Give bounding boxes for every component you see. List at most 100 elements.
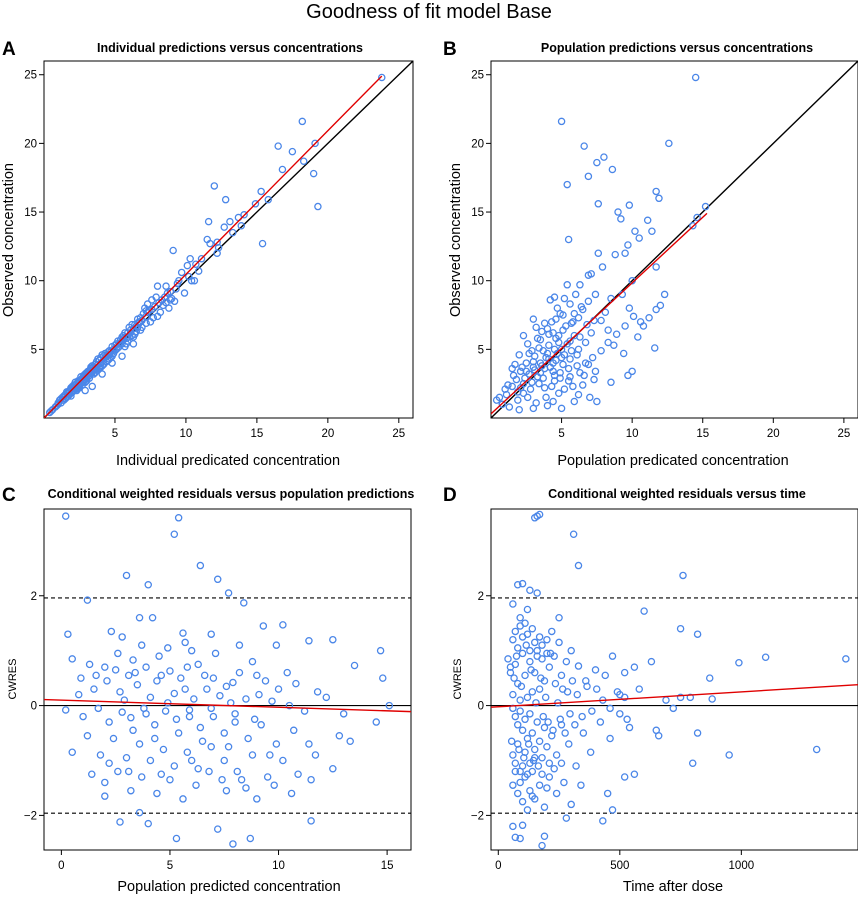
panel-d-y-axis-label: CWRES (452, 659, 464, 700)
panel-a-data-point (162, 282, 170, 290)
panel-d-data-point (538, 841, 546, 850)
panel-a-y-tick-label: 25 (24, 70, 37, 82)
panel-c-data-point (83, 596, 92, 604)
panel-b-data-point (652, 305, 660, 314)
panel-c-data-point (240, 599, 248, 607)
panel-a-data-point (109, 349, 118, 358)
panel-b-y-tick-label: 25 (471, 70, 484, 82)
panel-d-data-point (530, 753, 539, 762)
panel-a-data-point (169, 246, 177, 255)
panel-a-data-point (99, 352, 108, 360)
panel-c-data-point (292, 679, 300, 688)
panel-c-data-point (307, 817, 315, 825)
panel-b-data-point (562, 322, 570, 330)
panel-c-data-point (181, 685, 189, 693)
panel-d-data-point (599, 817, 607, 825)
panel-d-data-point (518, 579, 527, 588)
panel-c-data-point (235, 641, 244, 649)
panel-c-data-point (83, 732, 92, 740)
panel-d-data-point (705, 674, 714, 682)
panel-b-data-point (515, 351, 523, 359)
panel-d-data-point (511, 759, 520, 767)
panel-a-data-point (115, 340, 123, 348)
panel-c-data-point (142, 710, 150, 718)
panel-b-data-point (555, 331, 563, 340)
panel-a-data-point (173, 279, 182, 288)
panel-b-data-point (555, 389, 563, 398)
panel-a-x-tick-label: 5 (112, 428, 118, 440)
panel-b-data-point (591, 367, 600, 376)
panel-b-marks: 5 10 15 20 25 5 10 15 20 25 (471, 61, 858, 440)
panel-b-data-point (629, 312, 638, 321)
panel-d-data-point (509, 635, 517, 644)
panel-b-data-point (594, 249, 603, 257)
panel-c-data-point (122, 753, 131, 762)
panel-a-data-point (177, 268, 186, 277)
panel-a-data-point (170, 297, 179, 306)
panel-d-fit-line (491, 684, 858, 708)
panel-d-data-point (557, 671, 566, 680)
panel-b-data-point (624, 371, 632, 380)
panel-a-data-point (187, 276, 196, 285)
panel-c-data-point (207, 743, 215, 751)
panel-b-data-point (573, 362, 581, 370)
panel-b-data-point (655, 194, 663, 203)
panel-c-data-point (114, 649, 122, 658)
panel-c-data-point (116, 818, 124, 826)
panel-b-data-point (584, 271, 593, 279)
panel-c-data-point (237, 775, 246, 784)
panel-d-data-point (566, 710, 574, 718)
panel-c-data-point (161, 707, 170, 715)
panel-c-data-point (209, 674, 218, 682)
panel-d-y-tick-label: 0 (478, 701, 484, 713)
panel-b-data-point (628, 367, 636, 376)
panel-a-data-point (194, 267, 203, 275)
panel-d-data-point (616, 710, 624, 718)
panel-c-data-point (229, 678, 237, 687)
panel-c-data-point (94, 704, 103, 713)
panel-a-data-point (45, 408, 54, 417)
panel-b-data-point (569, 318, 577, 326)
panel-d-data-point (578, 712, 586, 721)
panel-b-data-point (576, 368, 584, 377)
panel-b-data-point (540, 384, 549, 392)
panel-d-data-point (693, 630, 702, 638)
panel-c-data-point (285, 701, 294, 710)
panel-d-data-point (518, 821, 527, 830)
panel-b-data-point (509, 371, 518, 380)
panel-a-data-point (150, 303, 159, 311)
panel-d-plot-frame (490, 508, 858, 851)
panel-d-data-point (528, 792, 537, 800)
panel-d-data-point (524, 740, 533, 748)
panel-a-x-tick-label: 10 (180, 428, 193, 440)
panel-a-data-point (155, 298, 163, 307)
panel-c-data-point (177, 674, 185, 682)
panel-a-data-point (192, 260, 200, 268)
panel-d-data-point (545, 773, 554, 781)
panel-d-x-axis-label: Time after dose (623, 879, 723, 895)
panel-b-y-tick-label: 15 (471, 207, 484, 219)
panel-d-data-point (523, 605, 532, 614)
panel-a-data-point (220, 223, 228, 231)
panel-d-data-point (540, 723, 549, 732)
panel-c-data-point (122, 571, 131, 580)
panel-c-data-point (148, 613, 157, 622)
panel-d-data-point (688, 759, 697, 767)
panel-c-data-point (235, 668, 244, 677)
panel-b-data-point (556, 309, 564, 318)
panel-b-data-point (519, 389, 528, 398)
panel-a-data-point (112, 340, 121, 348)
panel-b-data-point (518, 363, 526, 371)
panel-d-data-point (523, 806, 532, 814)
panel-c-data-point (61, 512, 70, 520)
panel-c-data-point (335, 732, 344, 740)
panel-b-data-point (648, 227, 656, 236)
panel-c-data-point (129, 726, 137, 735)
panel-d-data-point (608, 652, 617, 660)
panel-b-data-point (689, 222, 697, 230)
panel-d-data-point (545, 759, 554, 767)
panel-d-data-point (523, 770, 532, 778)
panel-d-data-point (523, 693, 532, 702)
panel-b-data-point (625, 201, 634, 209)
panel-c-data-point (146, 756, 155, 765)
